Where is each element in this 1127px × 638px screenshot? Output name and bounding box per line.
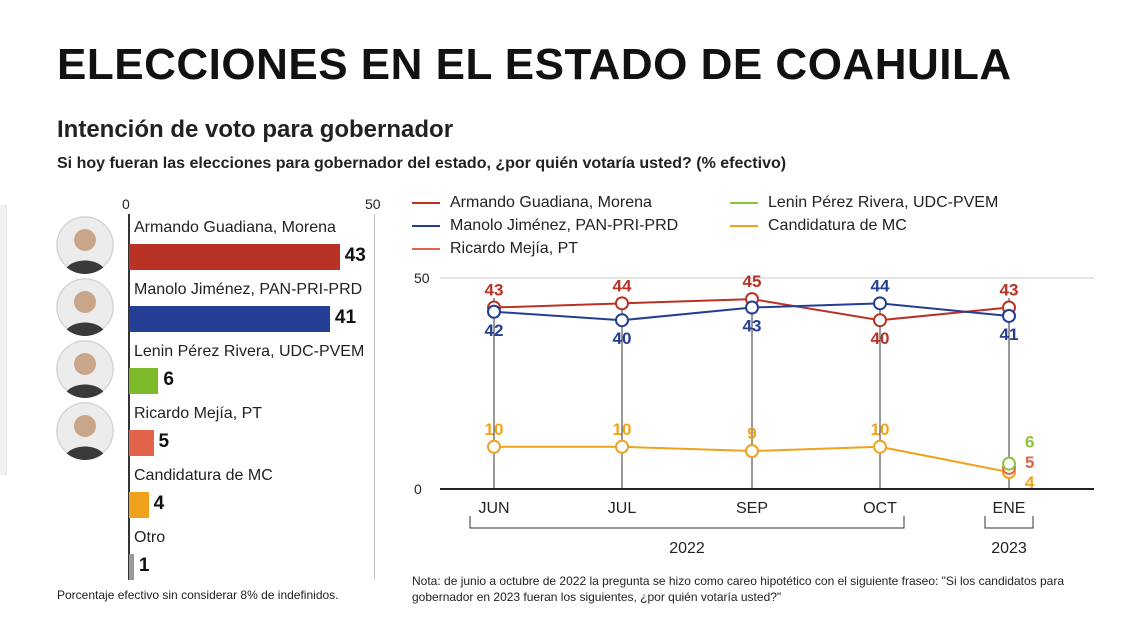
bar	[129, 306, 330, 332]
legend-swatch	[412, 201, 440, 204]
bar-category-label: Ricardo Mejía, PT	[134, 405, 263, 422]
bar-axis-max-line	[374, 214, 375, 580]
legend-label: Lenin Pérez Rivera, UDC-PVEM	[768, 194, 999, 211]
y-tick-label: 0	[414, 481, 422, 497]
data-point	[873, 313, 887, 328]
x-tick-label: OCT	[863, 500, 897, 517]
data-point	[487, 304, 501, 319]
bar-category-label: Manolo Jiménez, PAN-PRI-PRD	[134, 281, 363, 298]
line-legend: Armando Guadiana, Morena Manolo Jiménez, …	[412, 194, 1112, 264]
data-point	[487, 439, 501, 454]
data-label: 45	[743, 272, 762, 291]
data-label: 41	[1000, 325, 1019, 344]
legend-item: Armando Guadiana, Morena	[412, 194, 652, 212]
bar-category-label: Candidatura de MC	[134, 467, 273, 484]
bar-value-label: 43	[344, 245, 366, 266]
data-point	[873, 296, 887, 311]
data-label: 4	[1025, 473, 1035, 492]
x-tick-label: JUL	[608, 500, 637, 517]
bar-value-label: 4	[153, 493, 165, 514]
data-label: 44	[871, 276, 890, 295]
data-label: 40	[871, 329, 890, 348]
chart-subtitle: Intención de voto para gobernador	[57, 116, 454, 143]
data-label: 10	[485, 420, 504, 439]
bar-chart: 0 50 Armando Guadiana, Morena 43 Manolo Ji…	[0, 0, 400, 600]
page-title: ELECCIONES EN EL ESTADO DE COAHUILA	[57, 40, 1012, 89]
bar	[129, 244, 340, 270]
bar-axis-tick-0: 0	[122, 196, 130, 212]
survey-question: Si hoy fueran las elecciones para gobern…	[57, 155, 787, 172]
candidate-photo	[56, 216, 114, 274]
data-point	[1002, 308, 1016, 323]
bar-category-label: Lenin Pérez Rivera, UDC-PVEM	[134, 343, 365, 360]
data-label: 6	[1025, 433, 1034, 452]
legend-item: Lenin Pérez Rivera, UDC-PVEM	[730, 194, 998, 212]
bar-category-label: Otro	[134, 529, 166, 546]
bar-axis-tick-50: 50	[365, 196, 381, 212]
left-note: Porcentaje efectivo sin considerar 8% de…	[57, 588, 339, 602]
bar-value-label: 5	[158, 431, 170, 452]
legend-item: Candidatura de MC	[730, 217, 907, 235]
bar	[129, 430, 154, 456]
data-label: 42	[485, 321, 504, 340]
legend-item: Ricardo Mejía, PT	[412, 240, 578, 258]
legend-label: Ricardo Mejía, PT	[450, 240, 579, 257]
bar-value-label: 1	[138, 555, 150, 576]
data-label: 43	[485, 281, 504, 300]
legend-item: Manolo Jiménez, PAN-PRI-PRD	[412, 217, 678, 235]
bar-value-label: 41	[334, 307, 357, 328]
legend-swatch	[730, 201, 758, 204]
data-label: 10	[871, 420, 890, 439]
data-label: 43	[743, 317, 762, 336]
bar	[129, 368, 159, 394]
x-tick-label: ENE	[993, 500, 1026, 517]
data-point	[873, 439, 887, 454]
bar	[129, 554, 134, 580]
data-label: 9	[747, 424, 756, 443]
data-label: 44	[613, 276, 632, 295]
legend-swatch	[730, 224, 758, 227]
data-point	[745, 300, 759, 315]
right-note: Nota: de junio a octubre de 2022 la preg…	[412, 574, 1065, 604]
legend-label: Armando Guadiana, Morena	[450, 194, 652, 211]
legend-swatch	[412, 247, 440, 250]
candidate-photo	[56, 278, 114, 336]
bar-category-label: Armando Guadiana, Morena	[134, 219, 336, 236]
year-bracket	[469, 516, 905, 529]
candidate-photo	[56, 402, 114, 460]
year-bracket	[984, 516, 1034, 529]
data-point	[615, 313, 629, 328]
data-label: 43	[1000, 281, 1019, 300]
legend-swatch	[412, 224, 440, 227]
year-label: 2022	[669, 540, 705, 557]
data-point	[615, 296, 629, 311]
bar	[129, 492, 149, 518]
data-label: 5	[1025, 453, 1034, 472]
y-tick-label: 50	[414, 270, 430, 286]
x-tick-label: SEP	[736, 500, 768, 517]
data-point	[615, 439, 629, 454]
data-label: 40	[613, 329, 632, 348]
data-point	[1002, 456, 1016, 471]
x-tick-label: JUN	[478, 500, 509, 517]
data-label: 10	[613, 420, 632, 439]
legend-label: Manolo Jiménez, PAN-PRI-PRD	[450, 217, 679, 234]
bar-value-label: 6	[163, 369, 174, 390]
window-edge	[0, 205, 7, 475]
year-label: 2023	[991, 540, 1027, 557]
bar-axis-line	[128, 214, 130, 580]
candidate-photo	[56, 340, 114, 398]
legend-label: Candidatura de MC	[768, 217, 907, 234]
data-point	[745, 444, 759, 459]
